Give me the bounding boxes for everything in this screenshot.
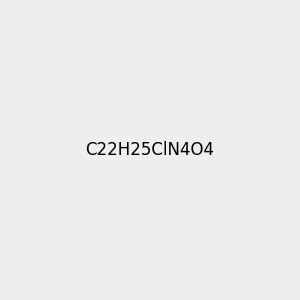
Text: C22H25ClN4O4: C22H25ClN4O4 <box>85 141 214 159</box>
